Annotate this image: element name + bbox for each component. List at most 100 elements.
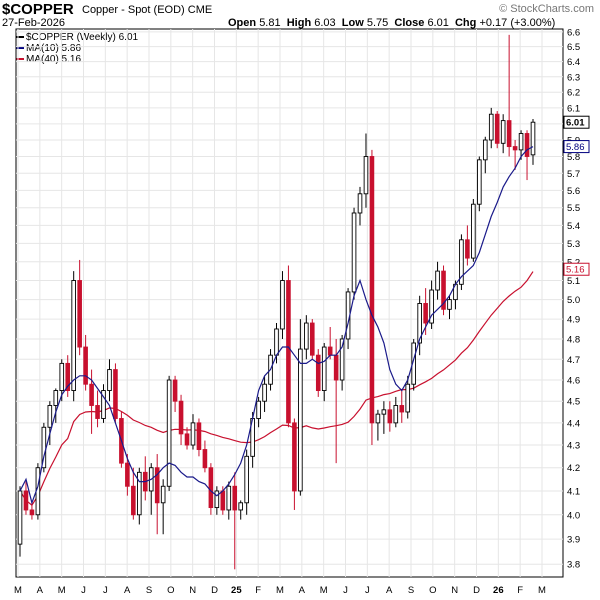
candle: [518, 130, 524, 160]
candle-body: [441, 270, 446, 310]
candle: [506, 34, 512, 157]
candle: [387, 401, 393, 432]
y-tick-label: 4.1: [567, 486, 580, 497]
candle: [65, 355, 71, 397]
x-tick-label: J: [81, 585, 86, 596]
candle-body: [321, 346, 327, 391]
legend-item-price: $COPPER (Weekly) 6.01: [16, 32, 138, 43]
candle-body: [65, 362, 71, 391]
y-tick-label: 4.7: [567, 355, 580, 366]
candle: [441, 265, 446, 316]
candle-body: [184, 433, 190, 446]
candle-body: [494, 113, 500, 144]
candle: [53, 388, 59, 423]
x-tick-label: F: [255, 585, 261, 596]
candle-body: [357, 193, 363, 214]
candle: [309, 319, 315, 360]
candle: [292, 418, 297, 510]
candle-body: [506, 120, 512, 148]
candle-body: [482, 139, 488, 161]
chart-header: $COPPER Copper - Spot (EOD) CME © StockC…: [0, 0, 600, 65]
candle: [482, 136, 488, 174]
candle-body: [447, 299, 452, 310]
candle: [500, 114, 506, 154]
exchange-label: CME: [187, 4, 213, 16]
chart-date: 27-Feb-2026: [2, 17, 65, 29]
candle: [459, 234, 464, 291]
x-tick-label: A: [386, 585, 393, 596]
y-tick-label: 4.6: [567, 376, 580, 387]
low-label: Low: [341, 17, 364, 29]
candle: [524, 130, 530, 181]
candle-body: [381, 409, 387, 415]
y-tick-label: 5.8: [567, 152, 580, 163]
candle: [477, 156, 482, 212]
stockcharts-logo: © StockCharts.com: [499, 3, 594, 15]
candle-body: [477, 159, 482, 205]
y-tick-label: 6.2: [567, 88, 580, 99]
y-tick-label: 4.0: [567, 510, 580, 521]
candle: [399, 390, 405, 423]
candle: [321, 343, 327, 402]
candle: [369, 149, 375, 446]
candle: [83, 334, 88, 391]
candle: [137, 467, 142, 525]
instrument-title: Copper - Spot (EOD): [82, 4, 185, 16]
x-tick-label: J: [343, 585, 348, 596]
candle-body: [220, 490, 226, 511]
symbol-label: $COPPER: [2, 1, 74, 18]
candle: [184, 427, 190, 450]
candle: [95, 390, 100, 428]
open-value: 5.81: [259, 17, 281, 29]
high-label: High: [286, 17, 312, 29]
candle: [202, 440, 208, 473]
candle-body: [465, 239, 470, 259]
candle-body: [47, 405, 53, 428]
candle-body: [471, 203, 476, 259]
low-value: 5.75: [366, 17, 389, 29]
x-tick-label: S: [408, 585, 414, 596]
candle-body: [459, 239, 464, 285]
candle-body: [101, 390, 106, 419]
x-tick-label: 26: [493, 585, 504, 596]
y-tick-label: 3.8: [567, 560, 580, 571]
legend-label-ma10: MA(10) 5.86: [26, 43, 82, 54]
price-badges: 6.01 5.86 5.16: [563, 115, 590, 276]
candle-body: [23, 490, 29, 511]
line-icon: [16, 47, 24, 50]
candle-body: [113, 369, 118, 419]
candle: [244, 449, 249, 515]
x-tick-label: S: [146, 585, 152, 596]
candle-body: [363, 156, 369, 195]
candle: [238, 500, 244, 520]
candle: [190, 414, 196, 450]
candle: [113, 363, 118, 423]
candle: [447, 295, 452, 320]
candle: [23, 481, 29, 515]
candle: [47, 401, 53, 446]
price-badge-box: [563, 115, 590, 129]
open-label: Open: [228, 17, 257, 29]
candle: [298, 319, 303, 496]
candle-body: [518, 133, 524, 151]
candle-body: [292, 422, 297, 492]
candle-body: [339, 338, 345, 381]
x-axis: M A M J J A S O N D 25 F M A M J J A S O N D 26 F M: [14, 585, 546, 596]
ohlc-readout: Open 5.81 High 6.03 Low 5.75 Close 6.01 …: [228, 17, 555, 29]
candle: [154, 454, 160, 535]
legend-label-price: $COPPER (Weekly) 6.01: [26, 32, 139, 43]
y-tick-label: 5.6: [567, 186, 580, 197]
candle-body: [166, 379, 172, 487]
candle: [107, 359, 112, 402]
candle-body: [280, 280, 285, 330]
candle: [280, 271, 285, 339]
candle: [131, 467, 136, 520]
chg-value: +0.17 (+3.00%): [479, 17, 556, 29]
candle: [471, 198, 476, 262]
candle: [286, 265, 291, 428]
candle-body: [286, 280, 291, 424]
candle: [488, 107, 494, 149]
candle-body: [95, 405, 100, 419]
candle-body: [524, 133, 530, 157]
